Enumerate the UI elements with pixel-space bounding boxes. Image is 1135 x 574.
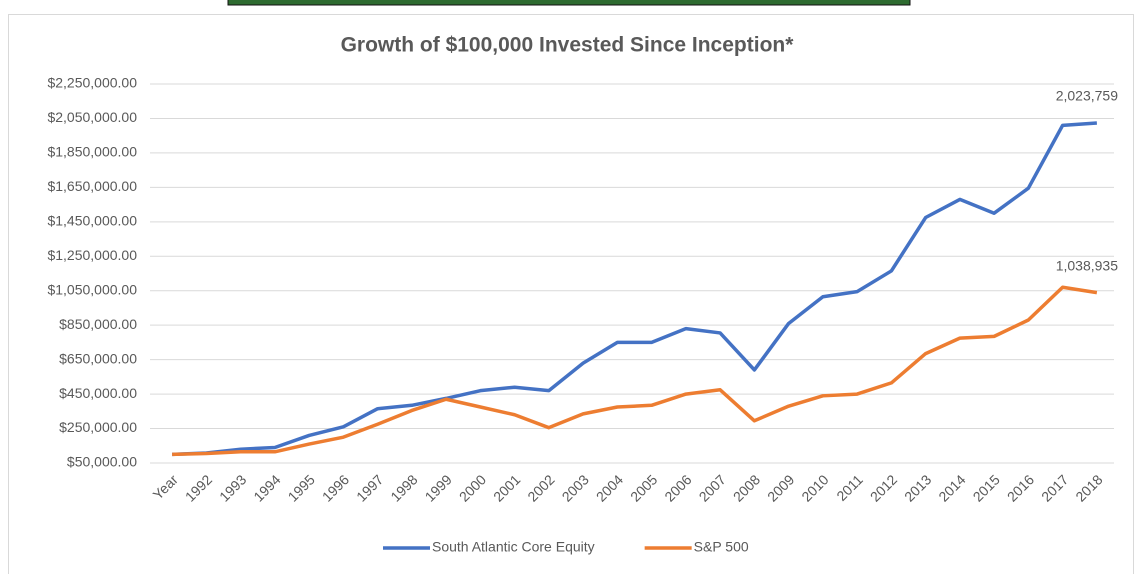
chart-title: Growth of $100,000 Invested Since Incept… (341, 34, 795, 57)
y-tick-label: $2,250,000.00 (47, 75, 137, 91)
series-line (172, 121, 1098, 457)
y-tick-label: $1,050,000.00 (47, 281, 137, 297)
y-tick-label: $250,000.00 (59, 419, 137, 435)
series-line (172, 285, 1098, 457)
data-label: 2,023,759 (1056, 88, 1118, 104)
top-bar (227, 0, 911, 6)
legend-label: South Atlantic Core Equity (432, 539, 595, 555)
y-tick-label: $1,650,000.00 (47, 178, 137, 194)
legend-label: S&P 500 (694, 539, 749, 555)
y-tick-label: $450,000.00 (59, 385, 137, 401)
y-tick-label: $2,050,000.00 (47, 109, 137, 125)
y-tick-label: $850,000.00 (59, 316, 137, 332)
y-tick-label: $1,450,000.00 (47, 213, 137, 229)
y-tick-label: $1,850,000.00 (47, 144, 137, 160)
y-tick-label: $50,000.00 (67, 454, 137, 470)
y-tick-label: $1,250,000.00 (47, 247, 137, 263)
data-label: 1,038,935 (1056, 257, 1118, 273)
y-tick-label: $650,000.00 (59, 350, 137, 366)
chart-frame (8, 14, 1134, 574)
